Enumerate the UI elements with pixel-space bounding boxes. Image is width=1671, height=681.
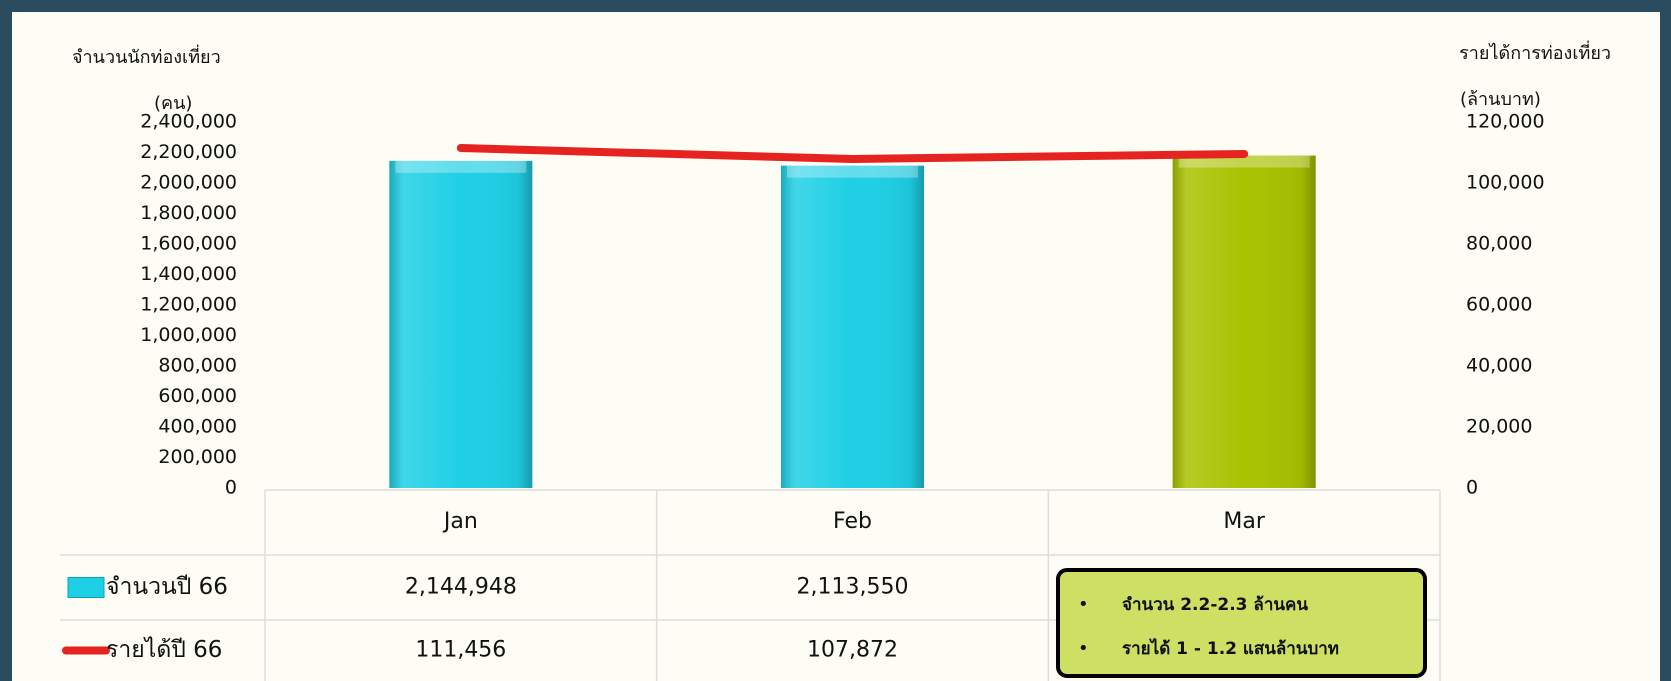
bar-shade — [1172, 155, 1316, 489]
bar-shade — [781, 165, 924, 488]
y2-axis-title: รายได้การท่องเที่ยว — [1459, 40, 1611, 64]
legend-swatch — [67, 577, 105, 598]
bar-top — [787, 165, 918, 178]
y-tick-label: 1,400,000 — [140, 263, 237, 285]
bar-top — [1178, 155, 1310, 168]
data-label: 2,144,948 — [405, 575, 517, 600]
bullet: • — [1078, 594, 1089, 615]
legend-label: จำนวนปี 66 — [106, 574, 228, 600]
y-tick-label: 0 — [225, 477, 237, 499]
annotation: จำนวน 2.2-2.3 ล้านคน — [1122, 595, 1308, 615]
y-tick-label: 1,200,000 — [140, 294, 237, 316]
y-tick-label: 1,600,000 — [140, 233, 237, 255]
x-tick-label: Mar — [1223, 509, 1265, 534]
data-label: 2,113,550 — [797, 575, 909, 600]
y-tick-label: 1,800,000 — [140, 202, 237, 224]
x-tick-label: Feb — [833, 509, 872, 534]
x-tick-label: Jan — [442, 509, 478, 534]
line — [456, 144, 1249, 163]
y2-tick-label: 60,000 — [1466, 294, 1532, 316]
y-tick-label: 800,000 — [158, 355, 237, 377]
data-label: 107,872 — [807, 638, 898, 663]
y2-tick-label: 120,000 — [1466, 111, 1545, 133]
y-tick-label: 2,400,000 — [140, 111, 237, 133]
y-tick-label: 600,000 — [158, 385, 237, 407]
y-tick-label: 2,200,000 — [140, 141, 237, 163]
y2-axis-unit: (ล้านบาท) — [1460, 89, 1541, 110]
y2-tick-label: 20,000 — [1466, 416, 1532, 438]
y2-tick-label: 80,000 — [1466, 233, 1532, 255]
y-tick-label: 1,000,000 — [140, 324, 237, 346]
y-axis-title: จำนวนนักท่องเที่ยว — [72, 44, 221, 68]
annotation-box — [1056, 568, 1427, 678]
y-tick-label: 200,000 — [158, 446, 237, 468]
annotation: รายได้ 1 - 1.2 แสนล้านบาท — [1122, 638, 1339, 659]
y2-tick-label: 100,000 — [1466, 172, 1545, 194]
bar-top — [395, 160, 527, 173]
y2-tick-label: 40,000 — [1466, 355, 1532, 377]
data-label: 111,456 — [415, 638, 506, 663]
y-axis-unit: (คน) — [154, 93, 192, 114]
bar-shade — [389, 160, 533, 488]
legend-label: รายได้ปี 66 — [106, 636, 222, 663]
bullet: • — [1078, 638, 1089, 659]
y-tick-label: 400,000 — [158, 416, 237, 438]
y-tick-label: 2,000,000 — [140, 172, 237, 194]
y2-tick-label: 0 — [1466, 477, 1478, 499]
